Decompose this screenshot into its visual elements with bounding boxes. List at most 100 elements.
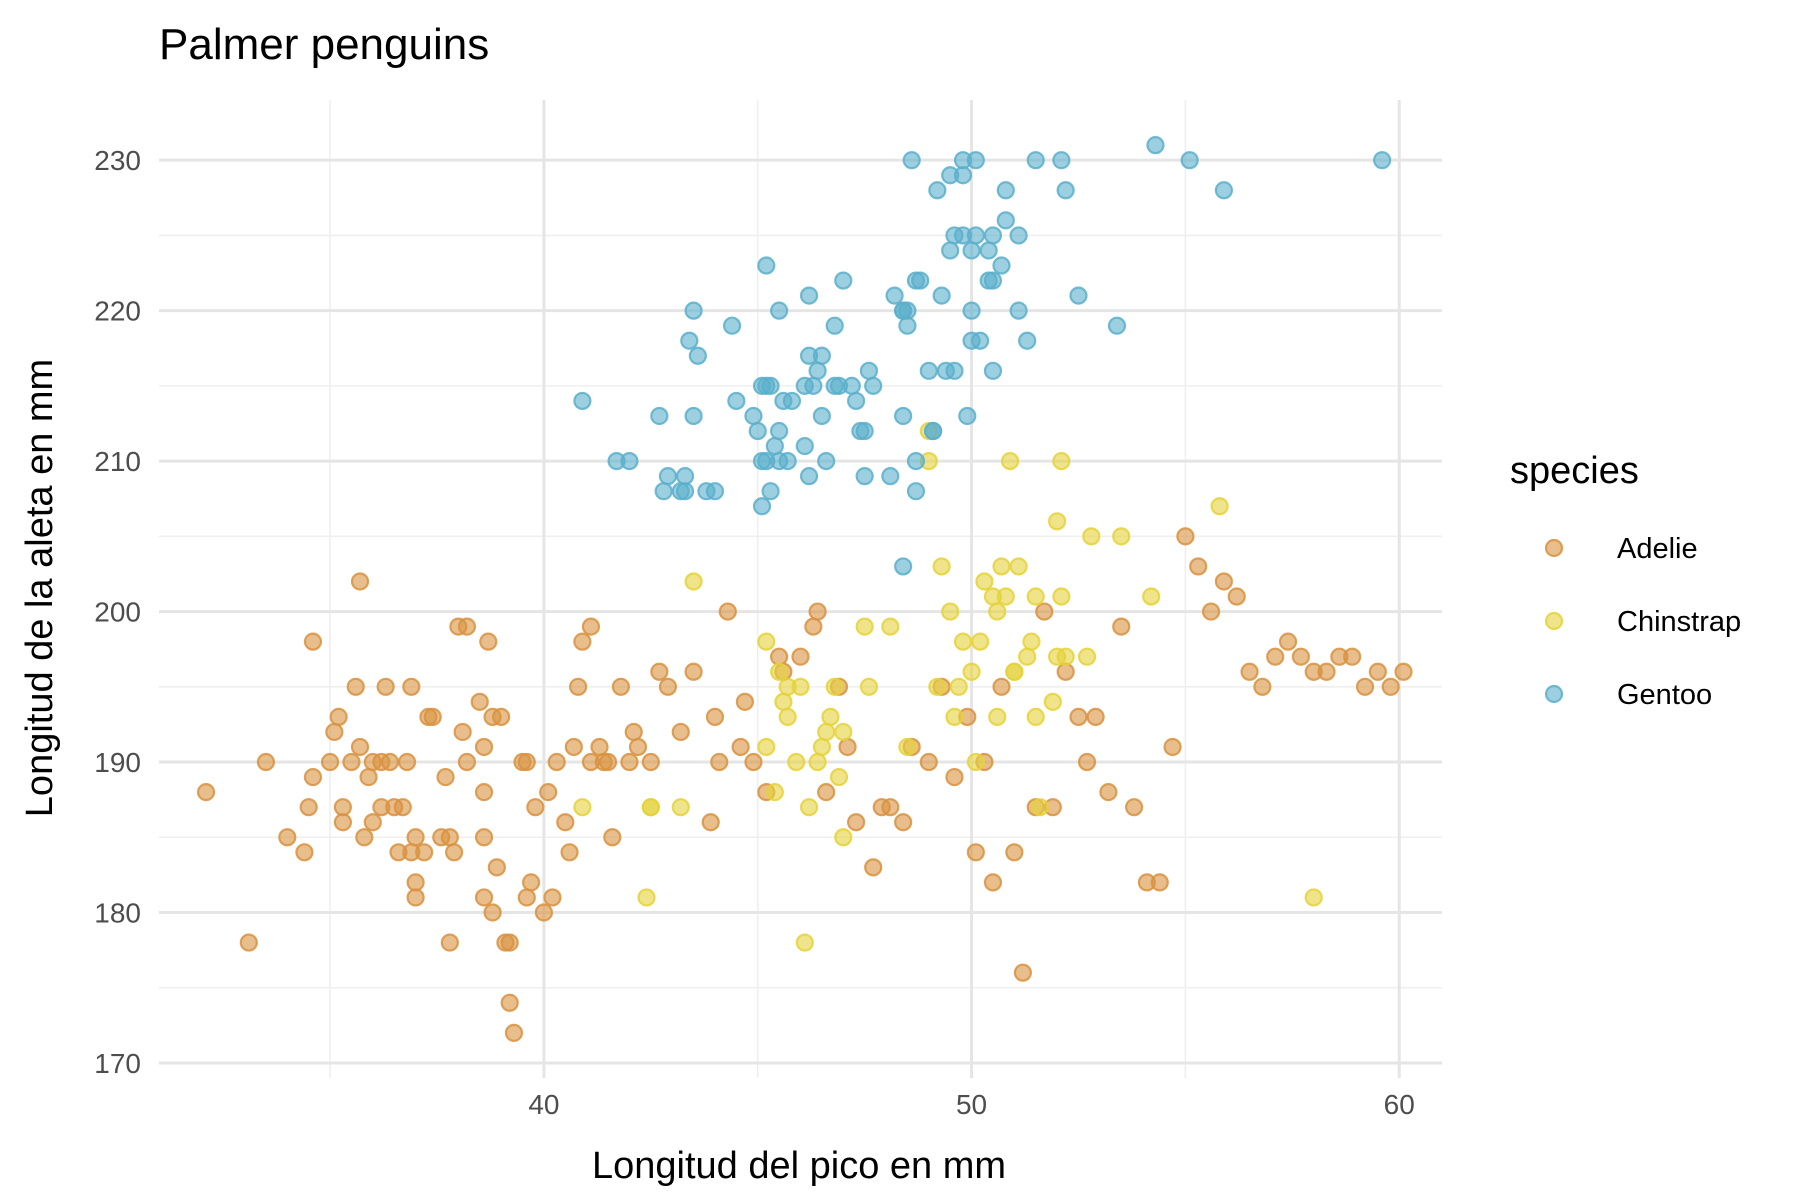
data-point — [748, 421, 767, 441]
data-point — [684, 301, 703, 320]
data-point — [320, 752, 340, 772]
legend-title: species — [1510, 450, 1639, 492]
data-point — [808, 602, 827, 621]
data-point — [1047, 512, 1067, 531]
data-point — [1227, 587, 1246, 606]
data-point — [1368, 662, 1387, 681]
data-point — [701, 813, 720, 832]
data-point — [1099, 783, 1118, 802]
data-point — [423, 707, 442, 726]
data-point — [611, 677, 630, 696]
data-point — [671, 722, 690, 742]
data-point — [474, 828, 494, 847]
data-point — [675, 482, 695, 501]
data-point — [534, 903, 554, 922]
data-point — [992, 557, 1011, 576]
data-point — [457, 752, 477, 772]
data-point — [996, 181, 1015, 200]
data-point — [945, 707, 964, 726]
data-point — [556, 813, 575, 832]
data-point — [971, 331, 990, 350]
data-point — [885, 286, 904, 305]
data-point — [620, 752, 639, 772]
data-point — [774, 692, 793, 711]
data-point — [675, 467, 695, 486]
data-point — [894, 557, 913, 576]
data-point — [1052, 151, 1071, 170]
data-point — [671, 798, 690, 817]
data-point — [782, 391, 802, 411]
data-point — [641, 752, 660, 772]
data-point — [881, 798, 900, 817]
data-point — [949, 677, 968, 696]
data-point — [705, 707, 725, 726]
data-point — [1214, 572, 1233, 591]
data-point — [791, 647, 810, 666]
data-point — [521, 873, 541, 892]
data-point — [962, 241, 981, 260]
data-point — [894, 813, 913, 832]
data-point — [799, 286, 819, 305]
data-point — [440, 933, 459, 952]
data-point — [846, 391, 866, 411]
data-point — [239, 933, 258, 952]
data-point — [517, 752, 536, 772]
data-point — [1176, 527, 1195, 546]
data-point — [1317, 662, 1336, 681]
data-point — [590, 737, 609, 757]
y-axis-title: Longitud de la aleta en mm — [19, 359, 61, 817]
data-point — [299, 798, 318, 817]
data-point — [303, 767, 323, 787]
data-point — [1142, 587, 1161, 606]
data-point — [393, 798, 412, 817]
data-point — [855, 467, 874, 486]
data-point — [1082, 527, 1101, 546]
data-point — [842, 376, 861, 395]
data-point — [564, 737, 583, 757]
data-point — [1253, 677, 1272, 696]
data-point — [829, 767, 849, 787]
data-point — [962, 301, 981, 320]
data-point — [295, 843, 314, 862]
x-tick-label: 60 — [1384, 1089, 1415, 1120]
data-point — [1052, 587, 1071, 606]
data-point — [500, 933, 519, 952]
data-point — [628, 737, 648, 757]
data-point — [457, 617, 477, 636]
data-point — [1043, 692, 1062, 711]
data-point — [962, 662, 981, 681]
legend-items: Adelie Chinstrap Gentoo — [1544, 533, 1741, 711]
data-point — [906, 482, 926, 501]
data-point — [919, 752, 938, 772]
data-point — [898, 316, 917, 335]
data-point — [765, 783, 784, 802]
data-point — [256, 752, 276, 772]
data-point — [329, 707, 348, 726]
data-point — [817, 722, 836, 742]
data-point — [1201, 602, 1221, 621]
data-point — [1026, 587, 1045, 606]
data-point — [834, 722, 853, 742]
data-point — [1210, 497, 1229, 516]
data-point — [791, 677, 810, 696]
data-point — [864, 858, 883, 877]
data-point — [808, 361, 827, 380]
data-point — [705, 482, 725, 501]
data-point — [680, 331, 699, 350]
data-point — [504, 1023, 524, 1042]
data-point — [735, 692, 755, 711]
data-point — [834, 828, 853, 847]
data-point — [932, 286, 951, 305]
y-tick-label: 180 — [94, 897, 141, 928]
x-axis-title: Longitud del pico en mm — [592, 1145, 1006, 1187]
data-point — [1304, 888, 1323, 907]
legend-key — [1544, 611, 1564, 631]
y-tick-label: 170 — [94, 1048, 141, 1079]
data-point — [342, 752, 361, 772]
data-point — [996, 587, 1015, 606]
data-point — [1107, 316, 1127, 335]
data-point — [1394, 662, 1413, 681]
data-point — [650, 406, 669, 426]
data-point — [654, 482, 673, 501]
data-point — [881, 467, 900, 486]
